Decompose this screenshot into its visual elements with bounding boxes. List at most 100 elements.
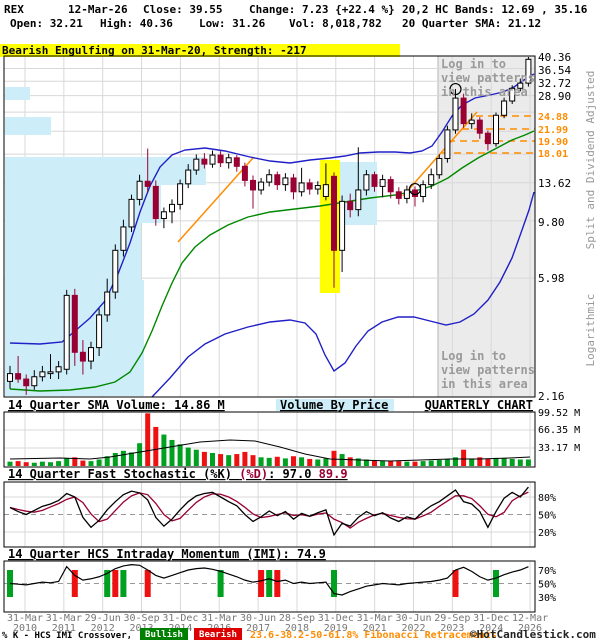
bearish-legend-label: Bearish bbox=[199, 629, 237, 640]
volume-bar bbox=[266, 457, 272, 466]
x-axis-tick-year: 2019 bbox=[324, 623, 348, 634]
candle-body bbox=[185, 169, 192, 185]
candle-body bbox=[104, 291, 111, 316]
candle-body bbox=[339, 200, 346, 251]
close-value: Close: 39.55 bbox=[143, 3, 223, 16]
login-overlay-text-top[interactable]: Log in to bbox=[441, 57, 506, 71]
hc-bands-value: 20,2 HC Bands: 12.69 , 35.16 bbox=[402, 3, 588, 16]
pattern-circle-marker bbox=[449, 82, 462, 96]
imi-crossover-marker bbox=[274, 570, 281, 597]
volume-by-price-bar bbox=[5, 223, 141, 280]
volume-bar bbox=[444, 459, 450, 466]
candle-body bbox=[493, 114, 499, 145]
x-axis-tick-date: 28-Sep bbox=[279, 613, 315, 624]
copyright-label[interactable]: ©HotCandlestick.com bbox=[470, 628, 596, 640]
volume-bar bbox=[412, 461, 418, 466]
x-axis-tick-year: 2026 bbox=[518, 623, 542, 634]
volume-bar bbox=[380, 461, 386, 466]
volume-bar bbox=[39, 461, 45, 466]
volume-value: Vol: 8,018,782 bbox=[289, 17, 382, 30]
main-plot-border bbox=[3, 55, 536, 398]
volume-bar bbox=[517, 459, 523, 466]
stochastic-d-line bbox=[9, 491, 529, 529]
hc-band-lower-line bbox=[151, 191, 535, 398]
pattern-alert-banner[interactable]: Bearish Engulfing on 31-Mar-20, Strength… bbox=[0, 44, 400, 57]
stochastic-axis-label: 50% bbox=[538, 510, 556, 521]
volume-bar bbox=[323, 458, 329, 466]
candle-body bbox=[136, 180, 143, 200]
x-axis-tick-year: 2012 bbox=[91, 623, 115, 634]
candle-body bbox=[201, 158, 208, 165]
volume-bar bbox=[23, 462, 29, 466]
candle-body bbox=[71, 294, 78, 353]
volume-bar bbox=[104, 456, 110, 466]
volume-axis-label: 66.35 M bbox=[538, 425, 580, 436]
volume-bar bbox=[274, 456, 280, 466]
stochastic-axis-label: 20% bbox=[538, 528, 556, 539]
x-axis-tick-year: 2010 bbox=[13, 623, 37, 634]
imi-crossover-marker bbox=[266, 570, 273, 597]
candle-body bbox=[152, 185, 159, 220]
candle-body bbox=[112, 249, 119, 293]
login-overlay-text-bottom[interactable]: in this area bbox=[441, 377, 528, 391]
login-overlay-text-bottom[interactable]: Log in to bbox=[441, 349, 506, 363]
candle-body bbox=[428, 174, 435, 186]
candle-body bbox=[39, 371, 46, 378]
volume-bar bbox=[210, 452, 215, 466]
volume-plot-border bbox=[3, 411, 536, 468]
x-axis-tick-year: 2021 bbox=[363, 623, 387, 634]
volume-by-price-bar bbox=[5, 185, 161, 223]
x-axis-tick-date: 29-Sep bbox=[434, 613, 470, 624]
x-axis-tick-date: 31-Dec bbox=[473, 613, 509, 624]
candle-body bbox=[241, 165, 248, 181]
x-axis-tick-date: 12-Mar bbox=[512, 613, 548, 624]
imi-plot-border bbox=[3, 560, 536, 613]
volume-bar bbox=[96, 459, 102, 466]
volume-bar bbox=[250, 455, 256, 466]
candle-body bbox=[395, 191, 402, 199]
price-axis-label: 40.36 bbox=[538, 51, 571, 64]
candle-body bbox=[169, 203, 175, 213]
volume-axis-label: 99.52 M bbox=[538, 408, 580, 419]
volume-bar bbox=[177, 444, 183, 466]
volume-bar bbox=[258, 457, 264, 466]
x-axis-tick-date: 31-Mar bbox=[46, 613, 82, 624]
volume-bar bbox=[64, 458, 70, 466]
candle-body bbox=[322, 184, 329, 197]
candle-body bbox=[282, 177, 289, 186]
login-overlay-text-top[interactable]: view patterns bbox=[441, 71, 535, 85]
candle-body bbox=[347, 200, 354, 211]
x-axis-tick-year: 2018 bbox=[285, 623, 309, 634]
candle-body bbox=[355, 189, 362, 211]
volume-bar bbox=[226, 455, 232, 466]
vbp-label-bg bbox=[276, 399, 394, 411]
candle-body bbox=[258, 181, 265, 191]
candle-body bbox=[63, 294, 70, 370]
stochastic-k-line bbox=[9, 486, 529, 537]
volume-bar bbox=[525, 459, 531, 466]
volume-bar bbox=[355, 458, 361, 466]
candle-body bbox=[468, 119, 475, 125]
login-overlay-text-bottom[interactable]: view patterns bbox=[441, 363, 535, 377]
price-axis-label: 13.62 bbox=[538, 177, 571, 190]
volume-bar bbox=[291, 456, 296, 466]
login-overlay-text-top[interactable]: in this area bbox=[441, 85, 528, 99]
volume-bar bbox=[137, 443, 143, 466]
volume-bar bbox=[193, 449, 199, 466]
candle-body bbox=[47, 371, 54, 375]
candle-body bbox=[290, 177, 297, 193]
candle-body bbox=[314, 185, 321, 190]
imi-crossover-marker bbox=[71, 570, 78, 597]
volume-by-price-bar bbox=[5, 117, 51, 135]
price-axis-label: 5.98 bbox=[538, 272, 565, 285]
volume-by-price-label[interactable]: Volume By Price bbox=[280, 398, 388, 412]
trendline bbox=[177, 157, 254, 243]
change-value: Change: 7.23 {+22.4 %} bbox=[249, 3, 395, 16]
imi-crossover-legend: % K - HCS IMI Crossover, bbox=[2, 631, 132, 640]
x-axis-tick-year: 2017 bbox=[246, 623, 270, 634]
stochastic-panel-title: 14 Quarter Fast Stochastic (%K) (%D): 97… bbox=[8, 467, 348, 481]
fib-level-label: 18.01 bbox=[538, 149, 568, 160]
imi-crossover-marker bbox=[112, 570, 119, 597]
bearish-legend-box bbox=[194, 628, 242, 640]
volume-bar bbox=[404, 461, 410, 466]
